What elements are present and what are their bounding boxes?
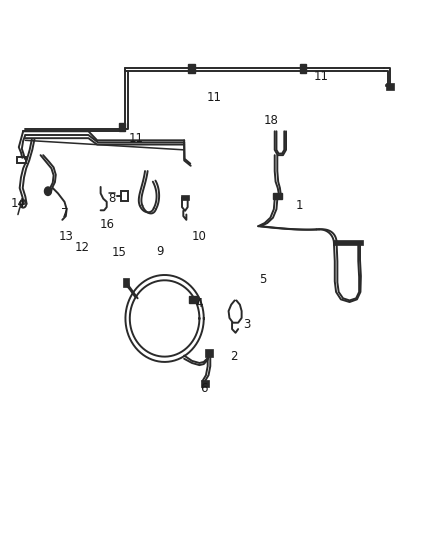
Bar [201, 380, 208, 387]
Bar [300, 64, 307, 74]
Text: 6: 6 [200, 382, 208, 395]
Text: 15: 15 [111, 246, 126, 259]
Bar [123, 278, 129, 287]
Bar [333, 240, 364, 245]
Text: 11: 11 [129, 132, 144, 144]
Text: 14: 14 [11, 197, 25, 211]
Text: 3: 3 [244, 318, 251, 332]
Text: 8: 8 [109, 192, 116, 205]
Text: 10: 10 [192, 230, 207, 243]
Bar [120, 191, 127, 201]
Bar [188, 296, 198, 303]
Text: 11: 11 [207, 91, 222, 104]
Text: 16: 16 [99, 217, 114, 231]
Text: 4: 4 [196, 297, 203, 310]
Text: 18: 18 [264, 114, 279, 127]
Text: 13: 13 [58, 230, 73, 243]
Circle shape [45, 187, 51, 196]
Bar [17, 157, 26, 163]
Bar [272, 193, 282, 199]
Bar [386, 83, 393, 91]
Bar [187, 64, 194, 74]
Text: 7: 7 [61, 207, 68, 220]
Bar [119, 123, 125, 131]
Text: 1: 1 [296, 199, 303, 212]
Text: 12: 12 [74, 241, 89, 254]
Bar [205, 349, 213, 357]
Text: 2: 2 [230, 350, 238, 363]
Bar [181, 195, 189, 200]
Text: 5: 5 [259, 273, 266, 286]
Text: 11: 11 [314, 70, 329, 83]
Text: 9: 9 [156, 245, 164, 258]
